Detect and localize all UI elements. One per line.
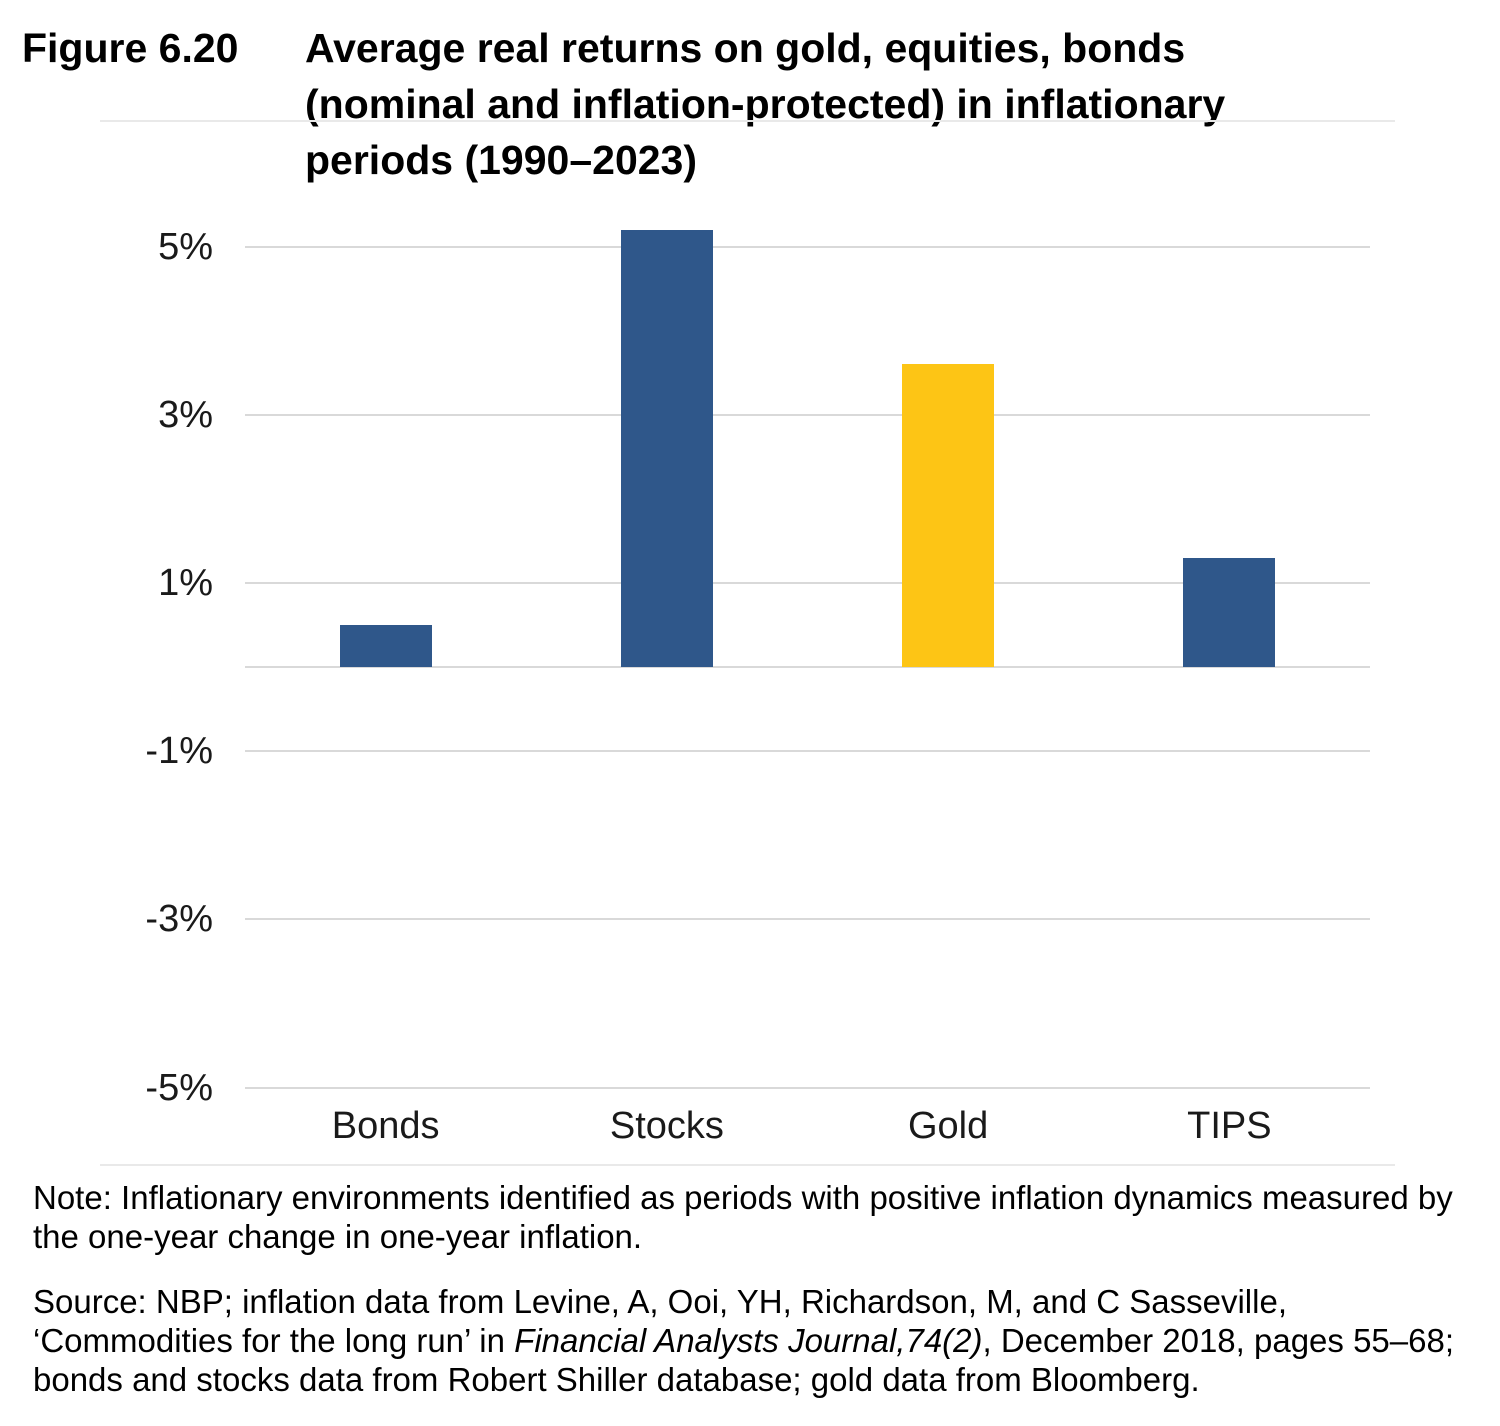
- bar-stocks: [620, 229, 713, 667]
- source-line: ‘Commodities for the long run’ in Financ…: [33, 1321, 1483, 1360]
- note-line: Note: Inflationary environments identifi…: [33, 1179, 1453, 1216]
- gridline: [245, 581, 1370, 584]
- figure-title-line: Average real returns on gold, equities, …: [305, 25, 1186, 71]
- x-label-gold: Gold: [907, 1105, 989, 1147]
- x-label-bonds: Bonds: [331, 1105, 440, 1147]
- x-label-tips: TIPS: [1187, 1105, 1272, 1147]
- source-text: bonds and stocks data from Robert Shille…: [33, 1361, 1200, 1398]
- y-tick-label: 1%: [158, 561, 213, 604]
- bar-gold: [902, 364, 995, 667]
- y-tick-label: -3%: [145, 898, 213, 941]
- figure-title: Average real returns on gold, equities, …: [305, 20, 1435, 188]
- y-tick-label: 3%: [158, 393, 213, 436]
- y-tick-label: -5%: [145, 1066, 213, 1109]
- bar-tips: [1183, 557, 1276, 667]
- figure-title-line: (nominal and inflation-protected) in inf…: [305, 81, 1226, 127]
- zero-axis-line: [245, 666, 1370, 668]
- source-line: bonds and stocks data from Robert Shille…: [33, 1360, 1483, 1399]
- source-line: Source: NBP; inflation data from Levine,…: [33, 1282, 1483, 1321]
- gridline: [245, 1086, 1370, 1089]
- y-tick-label: -1%: [145, 730, 213, 773]
- source-text: ‘Commodities for the long run’ in: [33, 1322, 515, 1359]
- x-label-stocks: Stocks: [609, 1105, 724, 1147]
- y-tick-label: 5%: [158, 225, 213, 268]
- figure-note: Note: Inflationary environments identifi…: [33, 1178, 1483, 1256]
- note-line: the one-year change in one-year inflatio…: [33, 1218, 643, 1255]
- figure-top-border: [100, 120, 1395, 122]
- gridline: [245, 918, 1370, 921]
- gridline: [245, 413, 1370, 416]
- figure-label: Figure 6.20: [22, 25, 239, 71]
- bar-bonds: [339, 624, 432, 667]
- figure-source: Source: NBP; inflation data from Levine,…: [33, 1282, 1483, 1399]
- figure-bottom-border: [100, 1164, 1395, 1166]
- figure-title-line: periods (1990–2023): [305, 137, 698, 183]
- source-text: , December 2018, pages 55–68;: [982, 1322, 1455, 1359]
- gridline: [245, 750, 1370, 753]
- source-text-italic: Financial Analysts Journal,74(2): [514, 1322, 983, 1359]
- gridline: [245, 245, 1370, 248]
- source-text: Source: NBP; inflation data from Levine,…: [33, 1283, 1287, 1320]
